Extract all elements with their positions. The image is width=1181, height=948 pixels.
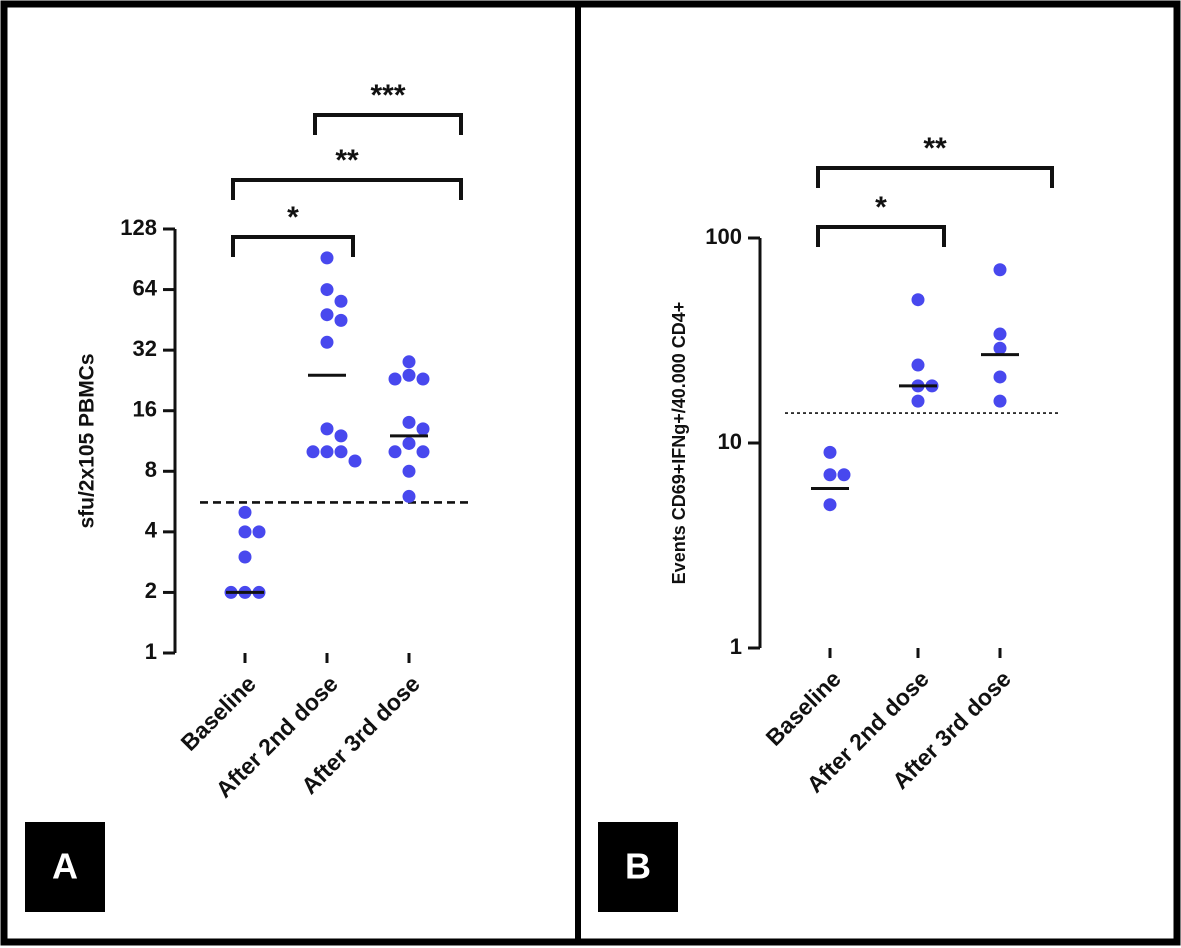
y-tick-label: 32 (133, 336, 157, 361)
significance-bracket (313, 113, 463, 135)
data-point (334, 294, 348, 308)
y-tick-label: 100 (705, 224, 742, 249)
data-point (252, 525, 266, 539)
panel-label-box (25, 822, 105, 912)
data-point (402, 355, 416, 369)
panel-label: B (625, 846, 651, 887)
data-point (334, 429, 348, 443)
significance-label: ** (335, 144, 359, 177)
y-tick-label: 10 (718, 429, 742, 454)
data-point (388, 445, 402, 459)
y-tick-label: 8 (145, 457, 157, 482)
y-axis-label: Events CD69+IFNg+/40.000 CD4+ (669, 302, 689, 585)
significance-bracket (816, 225, 946, 247)
data-point (823, 498, 837, 512)
data-point (823, 468, 837, 482)
data-point (837, 468, 851, 482)
significance-label: *** (370, 79, 405, 112)
data-point (416, 445, 430, 459)
data-point (320, 445, 334, 459)
data-point (320, 251, 334, 265)
data-point (416, 422, 430, 436)
data-point (306, 445, 320, 459)
data-point (320, 335, 334, 349)
significance-label: * (875, 191, 887, 224)
significance-bracket (231, 178, 463, 200)
significance-bracket (816, 166, 1054, 188)
data-point (402, 436, 416, 450)
panel-label-box (598, 822, 678, 912)
y-tick-label: 1 (730, 634, 742, 659)
significance-label: * (287, 201, 299, 234)
data-point (238, 505, 252, 519)
data-point (402, 464, 416, 478)
data-point (402, 368, 416, 382)
data-point (911, 394, 925, 408)
y-tick-label: 1 (145, 639, 157, 664)
data-point (238, 550, 252, 564)
data-point (911, 358, 925, 372)
data-point (334, 313, 348, 327)
data-point (993, 394, 1007, 408)
data-point (416, 372, 430, 386)
data-point (348, 454, 362, 468)
data-point (993, 341, 1007, 355)
data-point (320, 283, 334, 297)
data-point (911, 293, 925, 307)
data-point (993, 263, 1007, 277)
y-tick-label: 2 (145, 578, 157, 603)
data-point (993, 370, 1007, 384)
significance-label: ** (923, 132, 947, 165)
y-tick-label: 128 (120, 215, 157, 240)
data-point (388, 372, 402, 386)
y-tick-label: 4 (145, 518, 158, 543)
y-axis-label: sfu/2x105 PBMCs (76, 353, 99, 528)
y-tick-label: 64 (133, 275, 158, 300)
data-point (238, 525, 252, 539)
significance-bracket (231, 235, 355, 257)
data-point (402, 415, 416, 429)
y-tick-label: 16 (133, 397, 157, 422)
data-point (823, 445, 837, 459)
panel-label: A (52, 846, 78, 887)
data-point (402, 489, 416, 503)
data-point (334, 445, 348, 459)
data-point (320, 422, 334, 436)
data-point (320, 308, 334, 322)
data-point (993, 327, 1007, 341)
